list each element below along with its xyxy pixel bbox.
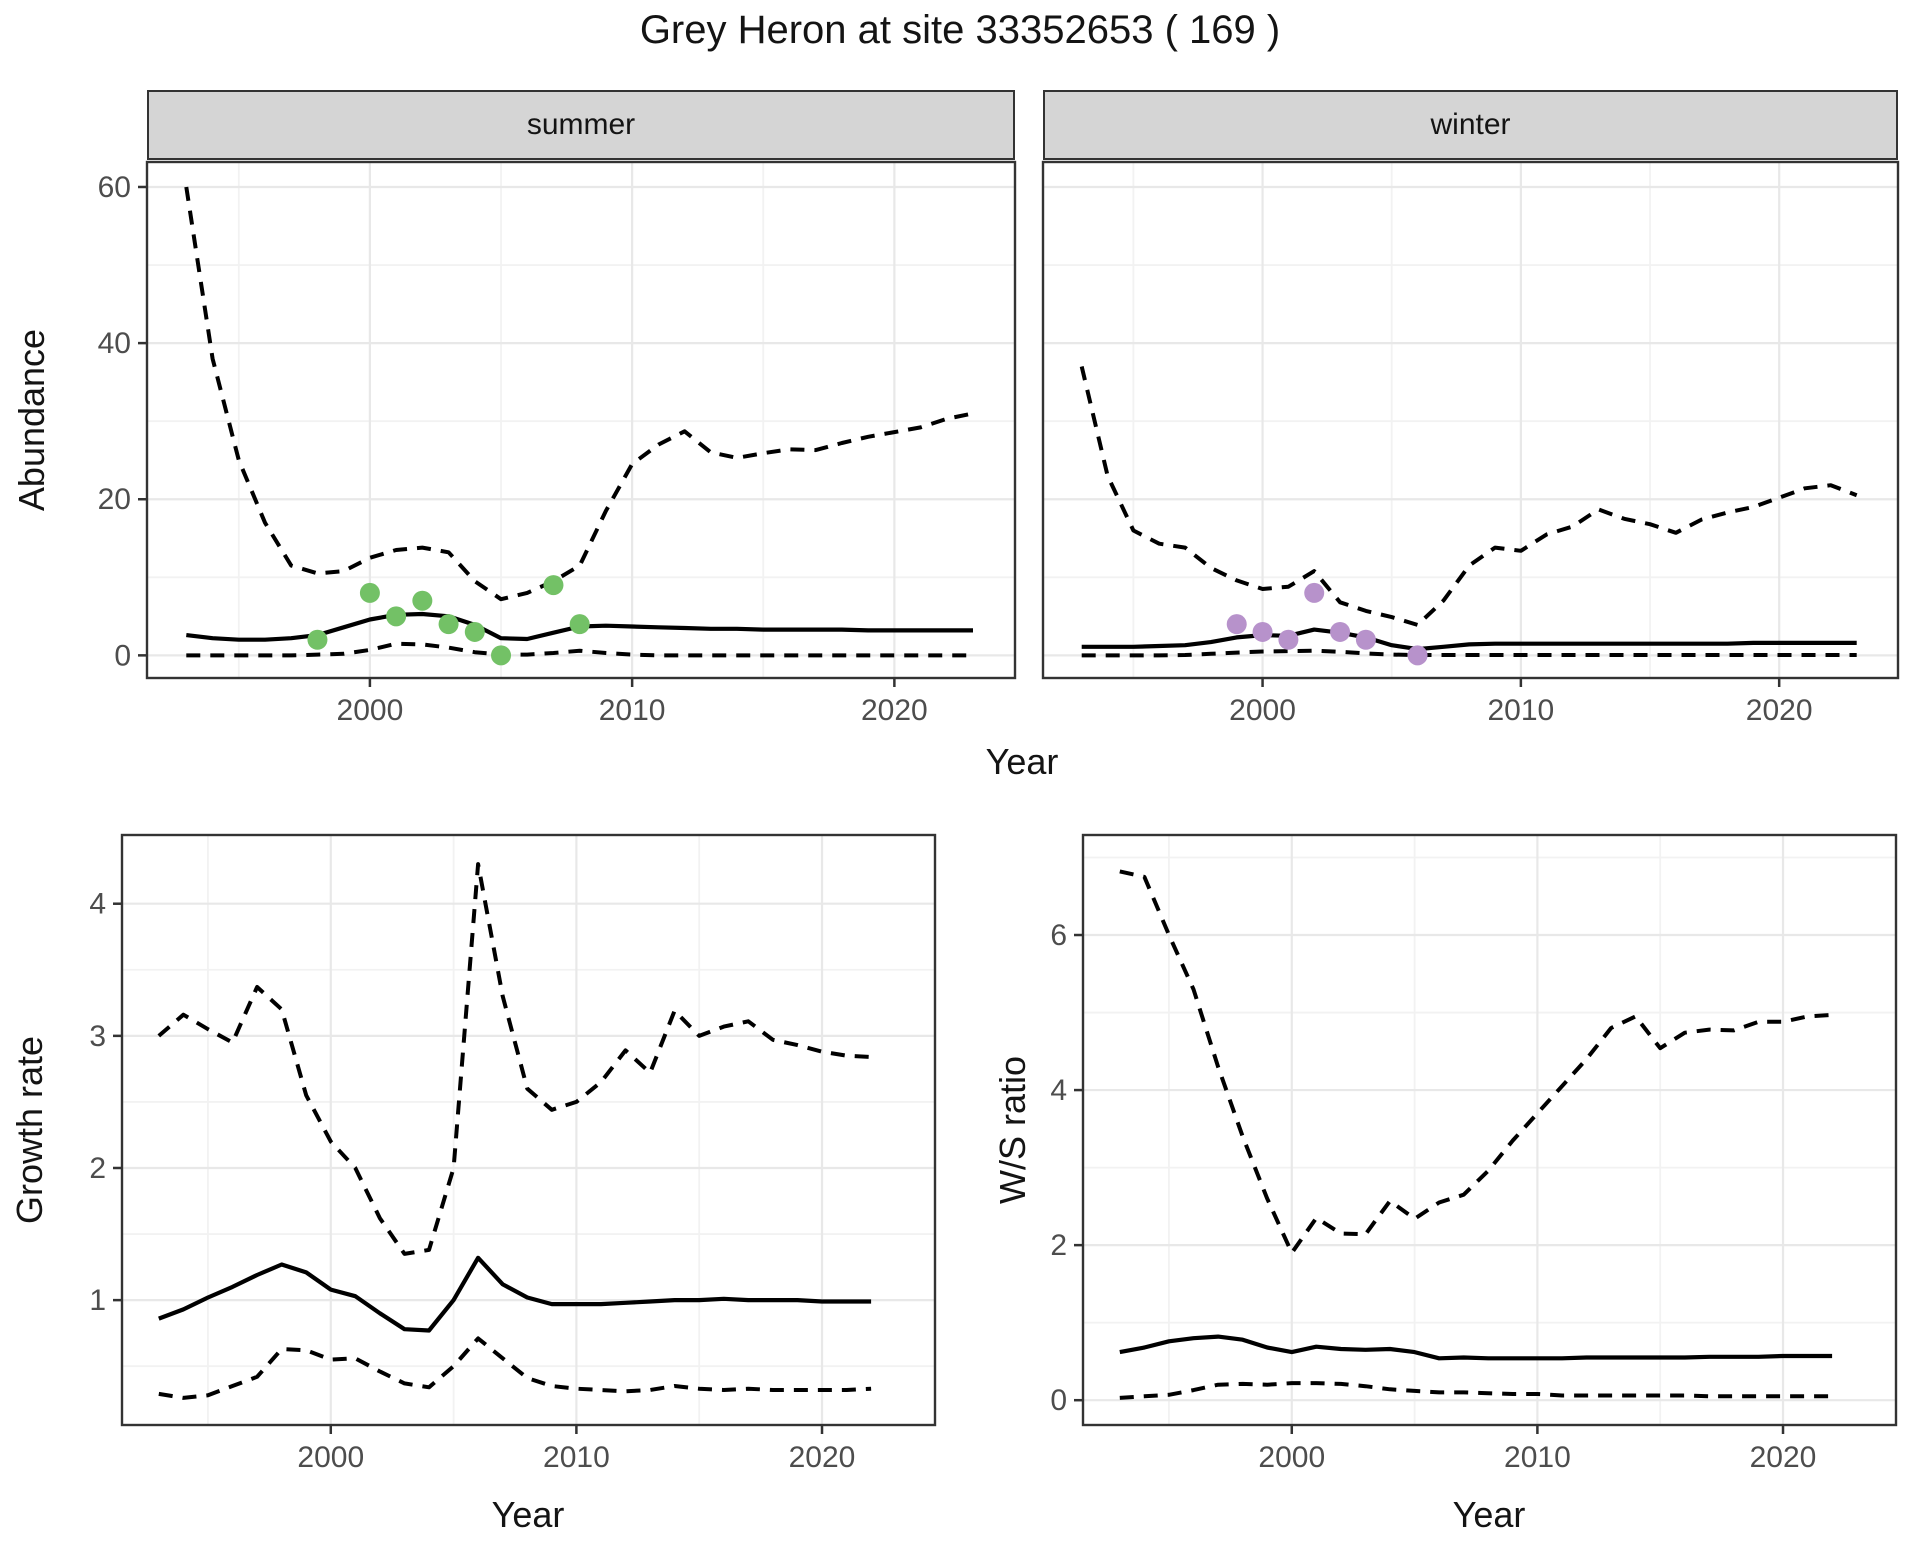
observation-point (464, 621, 485, 642)
panel-border (120, 833, 937, 1427)
panel-winter: 2000 2010 2020 (1041, 160, 1900, 727)
panel-background (122, 835, 935, 1425)
panel-background (1043, 162, 1898, 678)
y-tick-label: 0 (114, 639, 131, 672)
y-tick-label: 1 (89, 1284, 106, 1317)
panel-background (1083, 835, 1896, 1425)
observation-point (386, 606, 407, 627)
x-tick-label: 2020 (1750, 1441, 1817, 1474)
x-tick-label: 2000 (297, 1441, 364, 1474)
observation-point (1226, 614, 1247, 635)
x-tick-label: 2010 (1504, 1441, 1571, 1474)
lower_ci-line (158, 1336, 872, 1400)
y-tick-label: 40 (98, 327, 131, 360)
panel-border (1081, 833, 1898, 1427)
x-tick-label: 2010 (543, 1441, 610, 1474)
mean-line (1081, 627, 1857, 652)
plot-title: Grey Heron at site 33352653 ( 169 ) (639, 8, 1281, 52)
x-tick-label: 2010 (599, 694, 666, 727)
facet-strip-summer: summer (147, 90, 1015, 160)
observation-point (1278, 629, 1299, 650)
facet-strip-winter-label: winter (1430, 108, 1511, 141)
observation-point (438, 614, 459, 635)
observation-point (569, 614, 590, 635)
x-tick-label: 2020 (789, 1441, 856, 1474)
x-tick-label: 2020 (1746, 694, 1813, 727)
facet-strip-winter: winter (1043, 90, 1898, 160)
panel-summer: 2000 2010 2020 0 20 40 60 (98, 160, 1017, 727)
upper_ci-line (1119, 869, 1833, 1255)
observation-point (491, 645, 512, 666)
panel-border (1041, 160, 1900, 680)
y-tick-label: 60 (98, 171, 131, 204)
y-tick-label: 6 (1050, 919, 1067, 952)
y-tick-label: 2 (1050, 1229, 1067, 1262)
x-axis-title-year-bottom-right: Year (1452, 1494, 1526, 1535)
observation-point (1304, 582, 1325, 603)
y-tick-label: 4 (1050, 1074, 1067, 1107)
x-tick-label: 2010 (1487, 694, 1554, 727)
x-axis-title-year-bottom-left: Year (491, 1494, 565, 1535)
panel-background (147, 162, 1015, 678)
observation-point (1407, 645, 1428, 666)
panel-growth-rate: 2000 2010 2020 1 2 3 4 (89, 833, 937, 1474)
observation-point (1252, 621, 1273, 642)
panel-w-s-ratio: 2000 2010 2020 0 2 4 6 (1050, 833, 1898, 1474)
observation-point (359, 582, 380, 603)
y-tick-label: 0 (1050, 1384, 1067, 1417)
observation-point (307, 629, 328, 650)
x-tick-label: 2000 (1229, 694, 1296, 727)
y-tick-label: 2 (89, 1152, 106, 1185)
y-tick-label: 20 (98, 483, 131, 516)
y-tick-label: 4 (89, 888, 106, 921)
facet-strip-summer-label: summer (526, 108, 636, 141)
x-tick-label: 2000 (1258, 1441, 1325, 1474)
x-axis-title-year-top: Year (985, 741, 1059, 782)
observation-point (543, 575, 564, 596)
x-tick-label: 2020 (861, 694, 928, 727)
x-tick-label: 2000 (337, 694, 404, 727)
lower_ci-line (1081, 648, 1857, 658)
lower_ci-line (186, 641, 973, 658)
upper_ci-line (157, 862, 872, 1256)
mean-line (1119, 1334, 1833, 1361)
y-tick-label: 3 (89, 1020, 106, 1053)
observation-point (412, 590, 433, 611)
observation-point (1330, 621, 1351, 642)
panel-border (145, 160, 1017, 680)
mean-line (158, 1255, 872, 1333)
observation-point (1355, 629, 1376, 650)
upper_ci-line (184, 186, 974, 602)
